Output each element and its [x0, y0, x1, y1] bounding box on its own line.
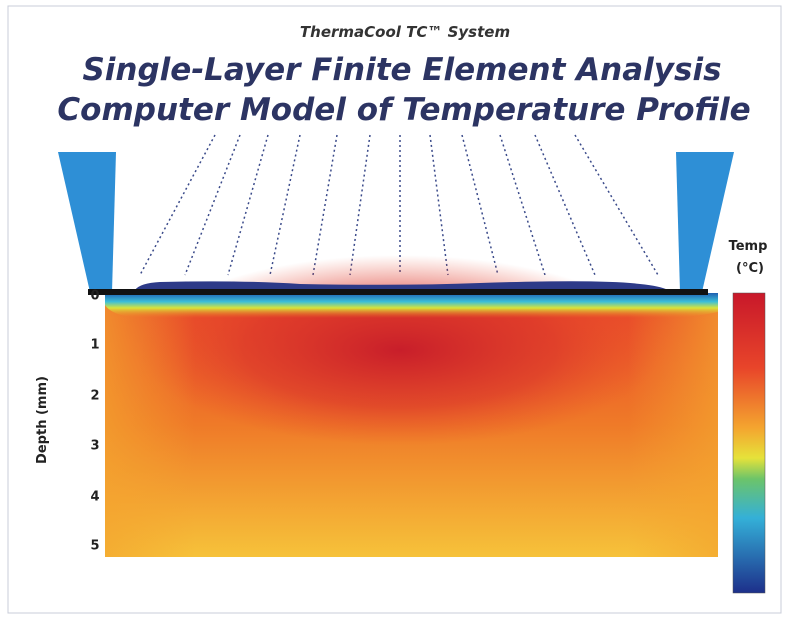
colorbar-label: Temp: [729, 239, 768, 254]
title-line: Single-Layer Finite Element Analysis: [82, 52, 721, 88]
cooled-surface: [105, 293, 718, 318]
depth-tick: 5: [90, 539, 99, 554]
electrode: [676, 152, 734, 292]
figure: ThermaCool TC™ System Single-Layer Finit…: [0, 0, 789, 619]
colorbar-label: (°C): [736, 261, 764, 276]
electrode-bar: [88, 289, 708, 295]
depth-tick: 1: [90, 338, 99, 353]
depth-tick: 0: [90, 289, 99, 304]
subtitle: ThermaCool TC™ System: [300, 23, 510, 41]
depth-tick: 4: [90, 490, 99, 505]
depth-tick: 2: [90, 389, 99, 404]
depth-label: Depth (mm): [35, 376, 50, 464]
energy-lines: [140, 135, 658, 275]
depth-tick: 3: [90, 439, 99, 454]
colorbar: [733, 293, 765, 593]
electrode: [58, 152, 116, 292]
heatmap-edge: [628, 293, 718, 557]
title-line: Computer Model of Temperature Profile: [57, 92, 750, 128]
heatmap-edge: [105, 293, 195, 557]
